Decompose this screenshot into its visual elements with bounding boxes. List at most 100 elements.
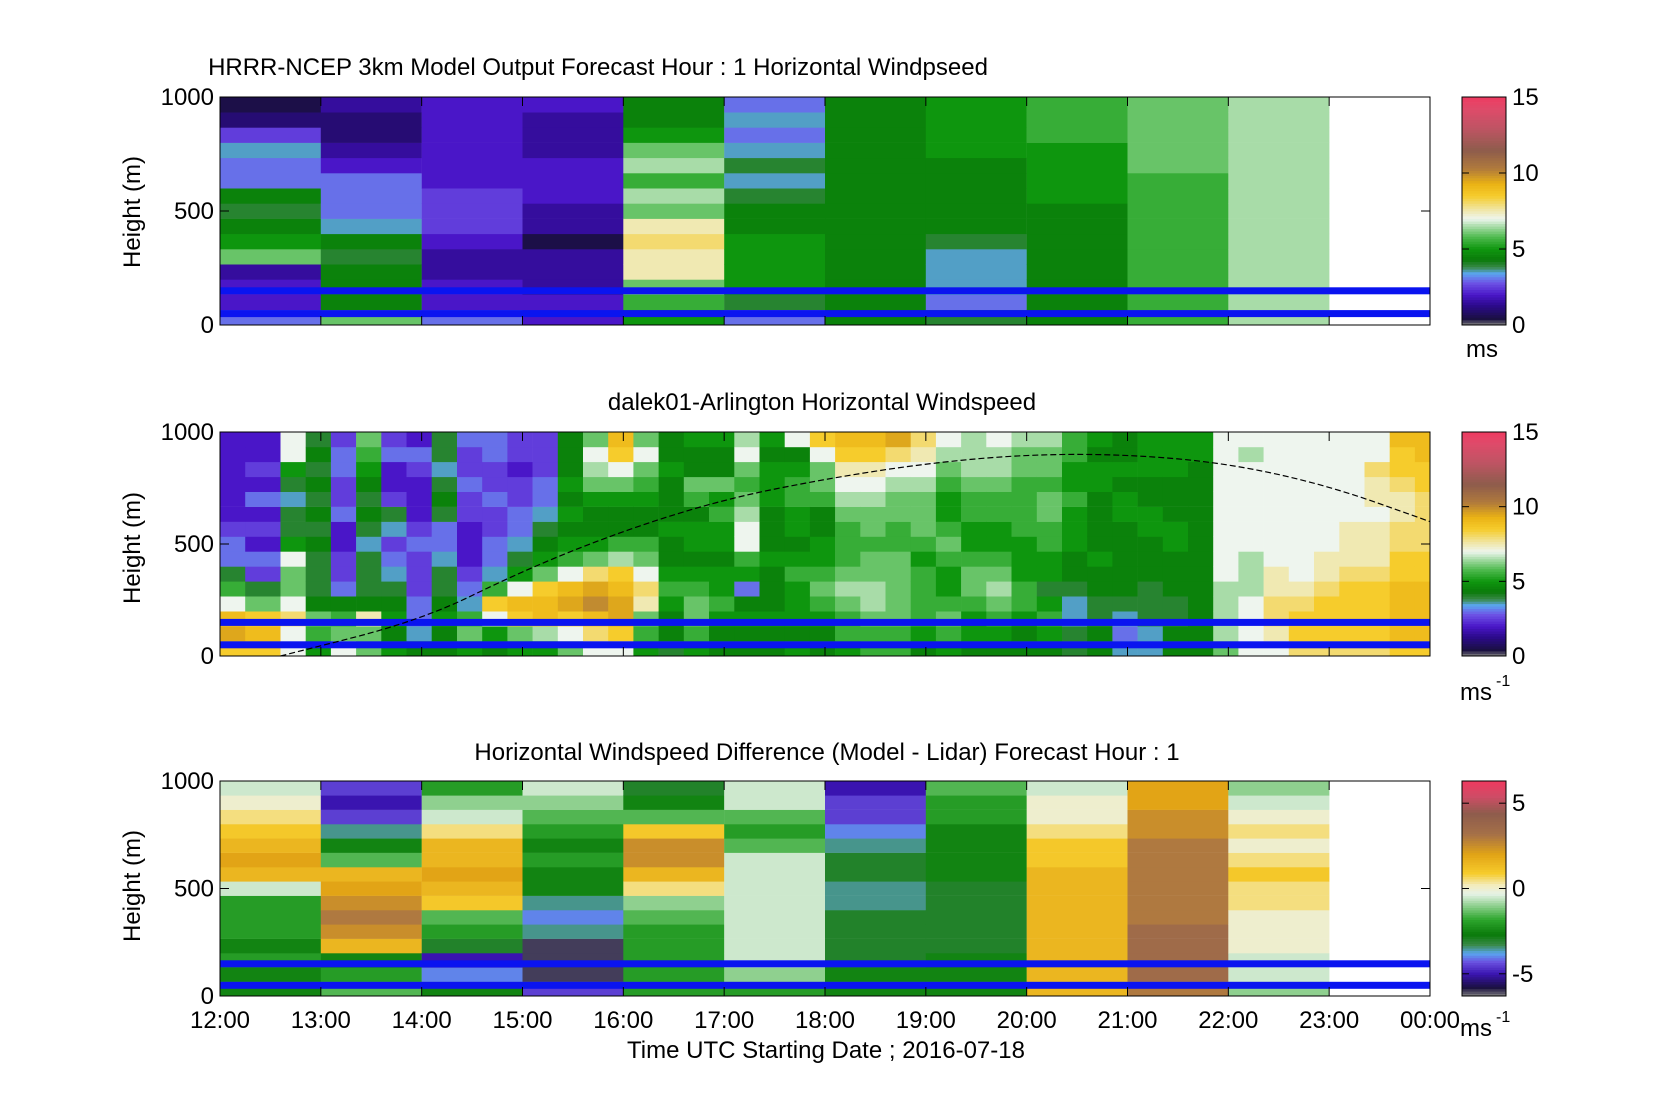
- heatmap-cell: [431, 521, 458, 537]
- heatmap-cell: [759, 626, 785, 642]
- heatmap-cell: [1026, 264, 1128, 280]
- heatmap-cell: [1389, 626, 1416, 642]
- colorbar-swatch: [1462, 797, 1506, 801]
- heatmap-cell: [220, 491, 246, 507]
- heatmap-cell: [406, 536, 432, 552]
- height-markers: [220, 960, 1430, 989]
- heatmap-cell: [220, 795, 322, 810]
- colorbar-swatch: [1462, 788, 1506, 791]
- heatmap-cell: [1036, 461, 1063, 478]
- heatmap-cell: [583, 581, 609, 597]
- heatmap-cell: [220, 521, 246, 537]
- heatmap-cell: [1364, 461, 1390, 478]
- heatmap-cell: [1288, 551, 1315, 567]
- heatmap-cell: [986, 596, 1012, 612]
- colorbar-swatch: [1462, 991, 1506, 994]
- heatmap-cell: [825, 938, 927, 954]
- heatmap-cell: [759, 506, 785, 522]
- colorbar-swatch: [1462, 972, 1506, 975]
- heatmap-cell: [1238, 521, 1264, 537]
- heatmap-cell: [709, 476, 735, 492]
- colorbar-swatch: [1462, 596, 1506, 600]
- heatmap-cell: [623, 142, 725, 159]
- heatmap-cell: [1062, 536, 1088, 552]
- heatmap-cell: [925, 188, 1027, 204]
- heatmap-cell: [935, 506, 962, 522]
- colorbar-swatch: [1462, 99, 1506, 103]
- colorbar-swatch: [1462, 167, 1506, 171]
- heatmap-cell: [935, 626, 962, 642]
- heatmap-cell: [431, 551, 458, 567]
- heatmap-cell: [734, 506, 760, 522]
- heatmap-cell: [1137, 521, 1164, 537]
- heatmap-cell: [724, 157, 826, 174]
- heatmap-cell: [305, 626, 332, 642]
- heatmap-cell: [1026, 881, 1128, 896]
- heatmap-cell: [925, 264, 1027, 280]
- heatmap-cell: [305, 432, 332, 448]
- heatmap-cell: [935, 551, 962, 567]
- colorbar-swatch: [1462, 524, 1506, 527]
- heatmap-cell: [1127, 173, 1229, 189]
- heatmap-cell: [709, 432, 735, 448]
- heatmap-cell: [1263, 566, 1290, 582]
- heatmap-cell: [457, 476, 483, 492]
- heatmap-cell: [608, 626, 634, 642]
- colorbar-swatch: [1462, 119, 1506, 123]
- heatmap-cell: [1011, 626, 1037, 642]
- colorbar-swatch: [1462, 862, 1506, 865]
- heatmap-cell: [522, 838, 624, 853]
- heatmap-cell: [1137, 581, 1164, 597]
- heatmap-cell: [381, 536, 407, 552]
- heatmap-cell: [280, 566, 306, 582]
- heatmap-cell: [885, 536, 911, 552]
- heatmap-cell: [1127, 249, 1229, 265]
- heatmap-cell: [320, 852, 422, 868]
- heatmap-cell: [245, 566, 281, 582]
- heatmap-cell: [986, 626, 1012, 642]
- heatmap-cell: [759, 596, 785, 612]
- colorbar-swatch: [1462, 246, 1506, 250]
- heatmap-cell: [1137, 432, 1164, 448]
- heatmap-cell: [1389, 461, 1416, 478]
- heatmap-cell: [421, 967, 523, 982]
- heatmap-cell: [724, 127, 826, 143]
- colorbar-swatch: [1462, 170, 1506, 174]
- heatmap-cell: [825, 233, 927, 250]
- colorbar-swatch: [1462, 886, 1506, 889]
- heatmap-cell: [320, 157, 422, 174]
- heatmap-cell: [734, 521, 760, 537]
- colorbar-swatch: [1462, 112, 1506, 116]
- heatmap-cell: [1087, 536, 1113, 552]
- heatmap-cell: [522, 938, 624, 954]
- heatmap-cell: [421, 218, 523, 235]
- heatmap-cell: [305, 446, 332, 463]
- heatmap-cell: [507, 596, 533, 612]
- heatmap-cell: [709, 581, 735, 597]
- heatmap-cell: [1228, 838, 1330, 853]
- heatmap-cell: [421, 127, 523, 143]
- heatmap-cell: [1263, 536, 1290, 552]
- heatmap-cell: [421, 924, 523, 939]
- colorbar-swatch: [1462, 633, 1506, 637]
- heatmap-cell: [320, 294, 422, 311]
- heatmap-cell: [583, 551, 609, 567]
- heatmap-cell: [1011, 446, 1037, 463]
- heatmap-cell: [835, 476, 861, 492]
- heatmap-cell: [835, 432, 861, 448]
- heatmap-cell: [724, 838, 826, 853]
- colorbar-swatch: [1462, 828, 1506, 832]
- colorbar-swatch: [1462, 439, 1506, 443]
- colorbar-swatch: [1462, 929, 1506, 932]
- heatmap-cell: [1228, 294, 1330, 311]
- heatmap-cell: [482, 596, 508, 612]
- colorbar-swatch: [1462, 869, 1506, 873]
- heatmap-cell: [633, 536, 659, 552]
- colorbar-swatch: [1462, 938, 1506, 942]
- heatmap-cell: [220, 294, 322, 311]
- colorbar-swatch: [1462, 960, 1506, 963]
- heatmap-cell: [320, 809, 422, 825]
- heatmap-cell: [734, 461, 760, 478]
- heatmap-cell: [421, 881, 523, 896]
- colorbar-swatch: [1462, 284, 1506, 288]
